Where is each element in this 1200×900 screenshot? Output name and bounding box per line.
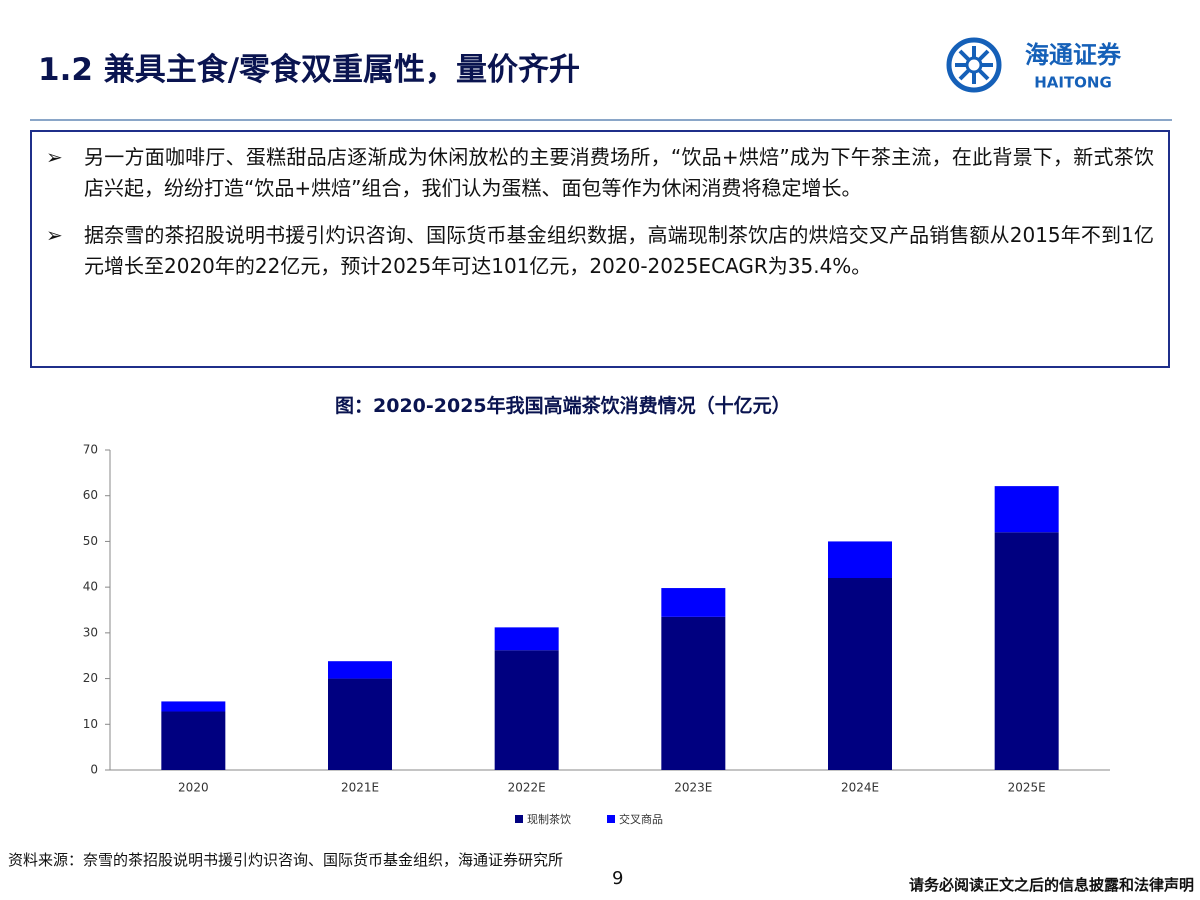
bar (328, 661, 392, 679)
source: 资料来源：奈雪的茶招股说明书援引灼识咨询、国际货币基金组织，海通证券研究所 (8, 851, 564, 869)
bar (161, 701, 226, 712)
bar (494, 650, 559, 770)
x-tick-label: 2022E (508, 781, 546, 795)
y-tick-label: 0 (90, 763, 98, 777)
y-tick-label: 10 (83, 717, 98, 731)
logo: 海通证券 HAITONG (946, 37, 1122, 93)
y-tick-label: 50 (83, 534, 98, 548)
slide-title: 1.2 兼具主食/零食双重属性，量价齐升 (38, 52, 581, 88)
bar (661, 616, 726, 770)
legend-label: 现制茶饮 (527, 813, 571, 826)
page-number: 9 (612, 868, 624, 889)
y-tick-label: 20 (83, 671, 98, 685)
x-tick-label: 2020 (178, 781, 209, 795)
legend-label: 交叉商品 (619, 812, 663, 826)
x-tick-label: 2025E (1008, 781, 1046, 795)
chart: 0 10 20 30 40 50 60 70 2020 2021E 2022E 2023E 2024E 2… (83, 443, 1110, 826)
bar (494, 627, 559, 651)
bullet: ➢ 另一方面咖啡厅、蛋糕甜品店逐渐成为休闲放松的主要消费场所，“饮品+烘焙”成为下… (46, 142, 1154, 204)
bar (161, 711, 226, 770)
y-tick-label: 30 (83, 625, 98, 639)
bar (828, 541, 892, 578)
x-tick-label: 2024E (841, 781, 879, 795)
bullet-text: 据奈雪的茶招股说明书援引灼识咨询、国际货币基金组织数据，高端现制茶饮店的烘焙交叉… (84, 223, 1154, 278)
text-box: ➢ 另一方面咖啡厅、蛋糕甜品店逐渐成为休闲放松的主要消费场所，“饮品+烘焙”成为下… (30, 130, 1170, 368)
y-tick-label: 60 (83, 488, 98, 502)
chart-title: 图：2020-2025年我国高端茶饮消费情况（十亿元） (335, 395, 791, 417)
bar (328, 678, 392, 770)
bullet-text: 另一方面咖啡厅、蛋糕甜品店逐渐成为休闲放松的主要消费场所，“饮品+烘焙”成为下午… (84, 145, 1154, 200)
bar (994, 486, 1059, 533)
bullet: ➢ 据奈雪的茶招股说明书援引灼识咨询、国际货币基金组织数据，高端现制茶饮店的烘焙交… (46, 220, 1154, 282)
bar (661, 588, 726, 617)
divider (30, 119, 1172, 121)
y-tick-label: 70 (83, 443, 98, 457)
legend-swatch (515, 815, 523, 823)
bar (828, 578, 892, 770)
x-tick-label: 2021E (341, 781, 379, 795)
logo-cn: 海通证券 (1025, 41, 1122, 69)
bar (994, 532, 1059, 770)
legend-swatch (607, 815, 615, 823)
logo-en: HAITONG (1034, 74, 1112, 92)
disclaimer: 请务必阅读正文之后的信息披露和法律声明 (908, 876, 1194, 894)
y-tick-label: 40 (83, 580, 98, 594)
x-tick-label: 2023E (674, 781, 712, 795)
